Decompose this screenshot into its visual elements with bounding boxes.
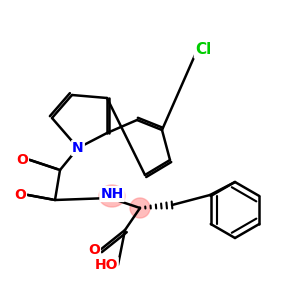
Text: N: N: [72, 141, 84, 155]
Text: O: O: [88, 243, 100, 257]
Text: O: O: [14, 188, 26, 202]
Ellipse shape: [130, 198, 150, 218]
Ellipse shape: [99, 185, 125, 207]
Text: O: O: [16, 153, 28, 167]
Text: HO: HO: [94, 258, 118, 272]
Text: Cl: Cl: [195, 43, 211, 58]
Text: NH: NH: [100, 187, 124, 201]
